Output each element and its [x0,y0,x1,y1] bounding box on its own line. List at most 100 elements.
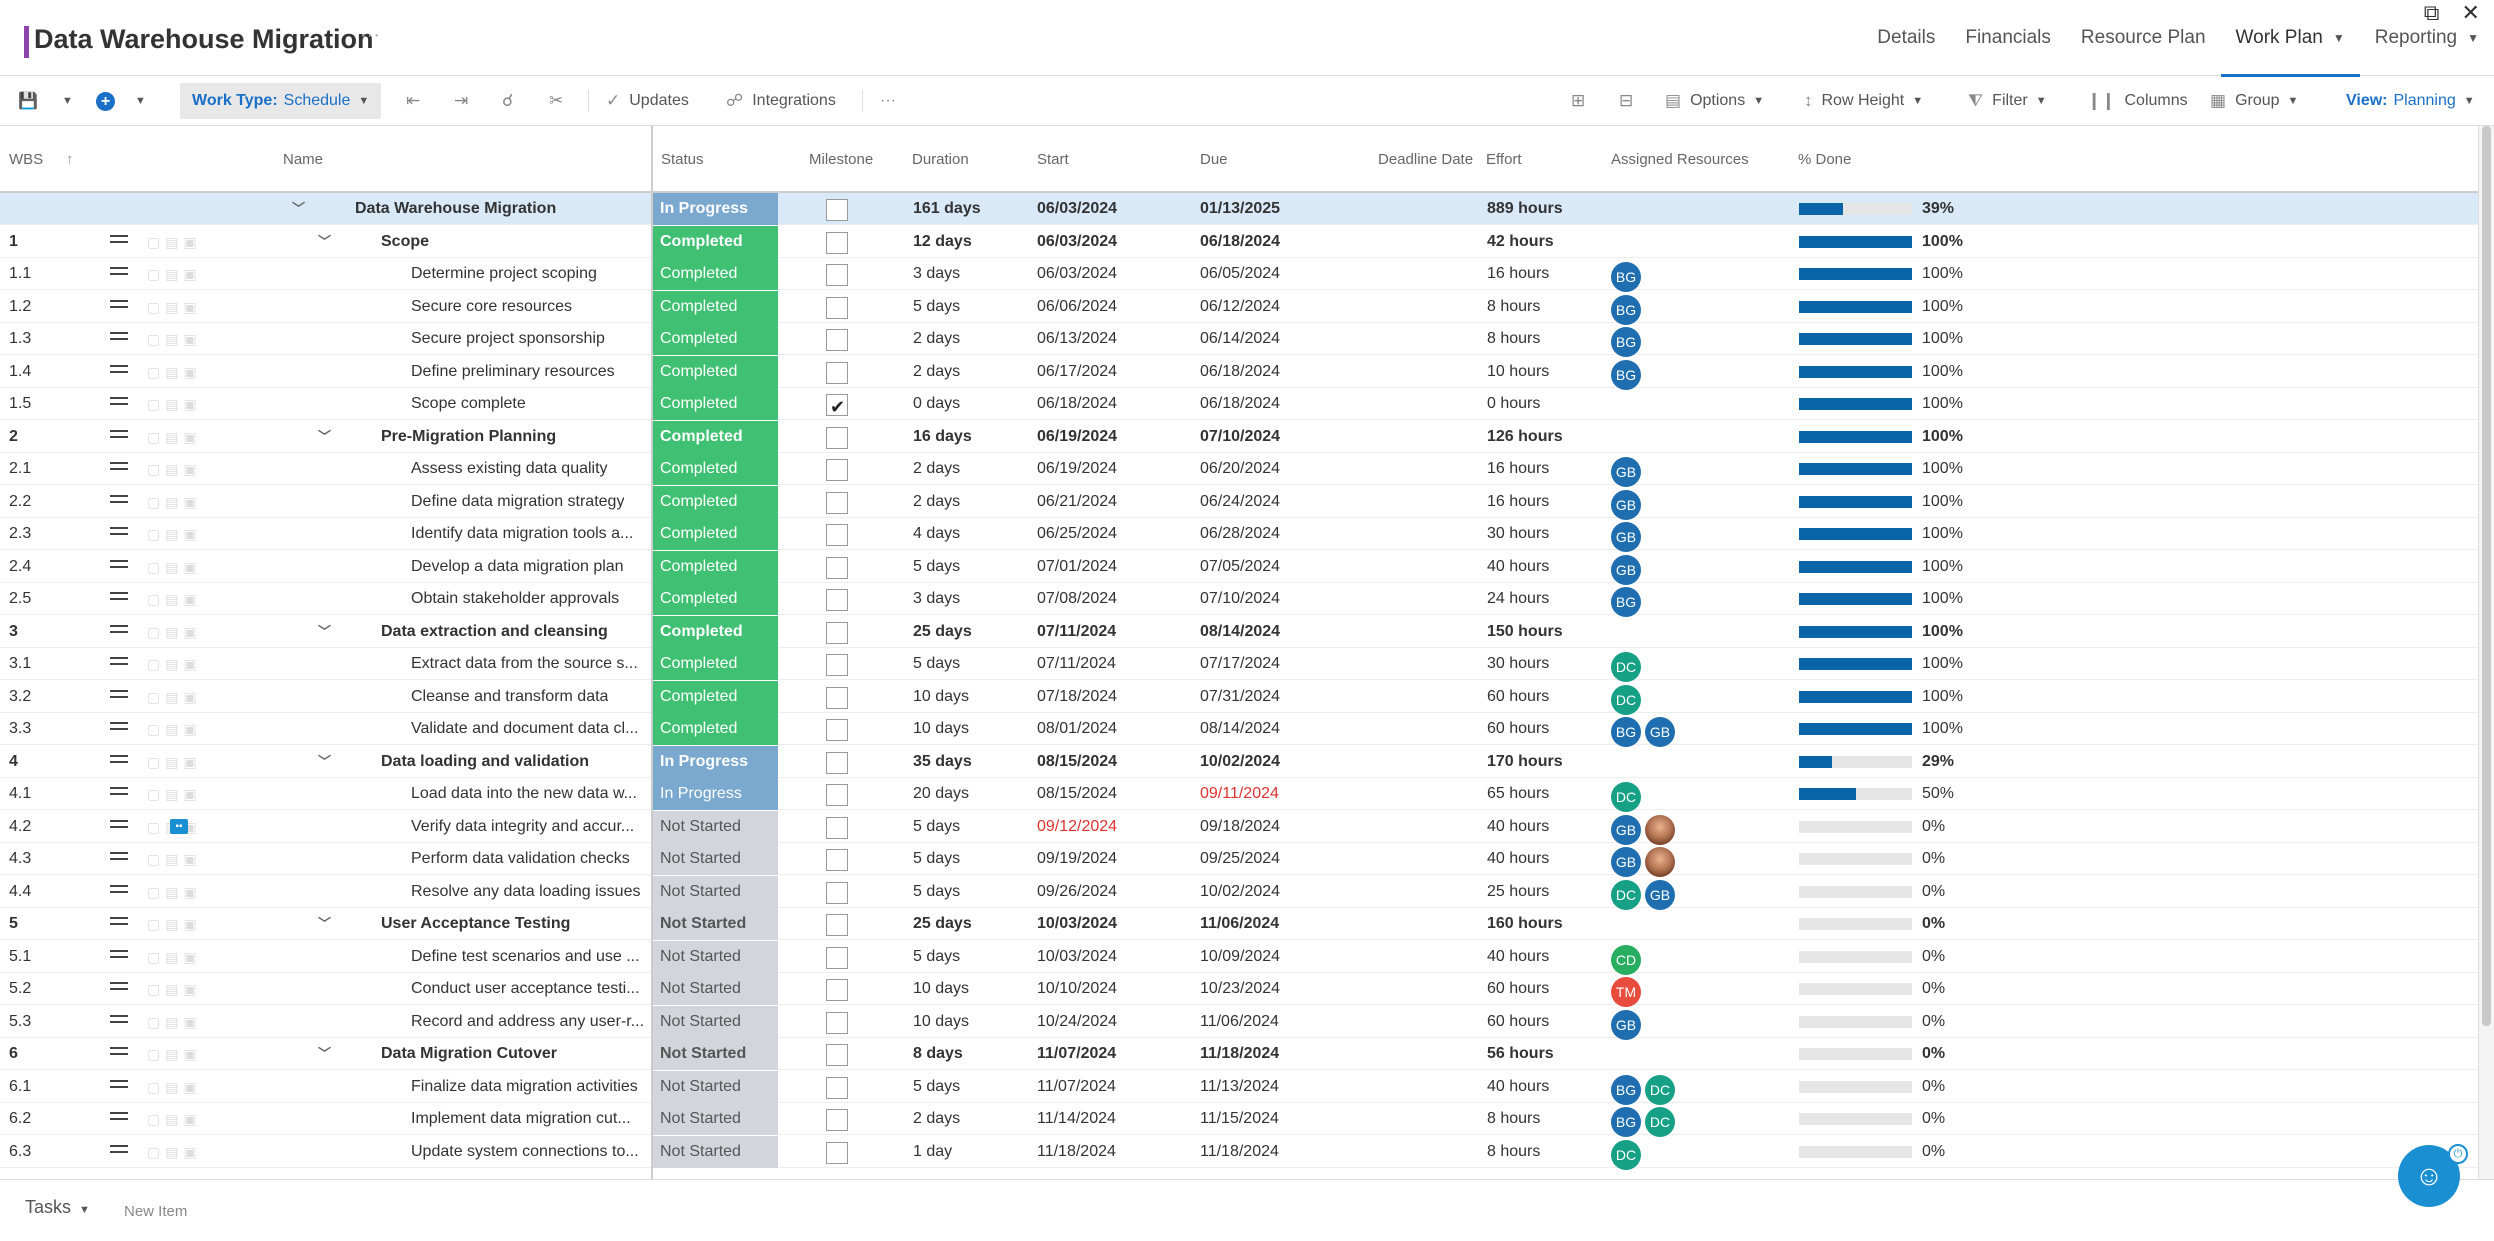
row-action-icons[interactable]: ▢▤▣ [147,883,202,900]
collapse-chevron-icon[interactable]: ﹀ [318,753,332,769]
col-header-name[interactable]: Name [283,151,324,168]
row-action-icons[interactable]: ▢▤▣ [147,1143,202,1160]
start-date-cell[interactable]: 06/18/2024 [1037,395,1118,412]
status-cell[interactable]: Not Started [652,1005,778,1038]
collapse-chevron-icon[interactable]: ﹀ [318,1046,332,1061]
status-cell[interactable]: Not Started [652,810,778,843]
due-date-cell[interactable]: 11/18/2024 [1200,1045,1280,1062]
table-row[interactable]: 2.2 ▢▤▣ Define data migration strategy Comp… [0,485,2478,520]
task-name[interactable]: Secure project sponsorship [411,330,605,347]
status-cell[interactable]: Completed [652,258,778,290]
milestone-checkbox[interactable] [826,719,848,741]
avatar[interactable] [1645,814,1675,845]
effort-cell[interactable]: 8 hours [1487,297,1541,315]
status-cell[interactable]: Not Started [652,875,778,908]
title-more-icon[interactable]: ··· [360,24,380,46]
collapse-chevron-icon[interactable]: ﹀ [318,916,332,931]
start-date-cell[interactable]: 09/12/2024 [1037,817,1118,835]
row-drag-handle-icon[interactable] [110,527,128,541]
duration-cell[interactable]: 10 days [913,720,970,737]
col-header-effort[interactable]: Effort [1486,151,1522,168]
duration-cell[interactable]: 10 days [913,687,970,705]
comment-icon[interactable]: ▪▪ [170,818,188,834]
start-date-cell[interactable]: 10/03/2024 [1037,915,1118,932]
table-row[interactable]: 3.2 ▢▤▣ Cleanse and transform data Complete… [0,680,2478,715]
duration-cell[interactable]: 2 days [913,330,961,347]
row-action-icons[interactable]: ▢▤▣ [147,591,202,607]
start-date-cell[interactable]: 07/11/2024 [1037,622,1117,640]
col-header-due[interactable]: Due [1200,151,1228,168]
row-drag-handle-icon[interactable] [110,364,128,379]
task-name[interactable]: Define preliminary resources [411,362,615,380]
row-drag-handle-icon[interactable] [110,917,128,931]
work-type-dropdown[interactable]: Work Type: Schedule ▼ [180,83,382,119]
start-date-cell[interactable]: 06/19/2024 [1037,427,1118,445]
avatar[interactable]: BG [1611,327,1641,357]
duration-cell[interactable]: 1 day [913,1142,953,1160]
row-action-icons[interactable]: ▢▤▣ [147,266,202,282]
duration-cell[interactable]: 2 days [913,1110,961,1127]
due-date-cell[interactable]: 09/25/2024 [1200,850,1281,867]
row-drag-handle-icon[interactable] [110,267,128,281]
avatar[interactable]: GB [1611,522,1641,552]
row-action-icons[interactable]: ▢▤▣ [147,331,202,347]
row-action-icons[interactable]: ▢▤▣ [147,721,202,737]
row-action-icons[interactable]: ▢▤▣ [147,461,202,477]
row-height-dropdown[interactable]: ↕ Row Height ▼ [1804,76,1923,126]
milestone-checkbox[interactable] [826,296,848,319]
start-date-cell[interactable]: 11/14/2024 [1037,1110,1116,1127]
row-action-icons[interactable]: ▢▤▣ [147,428,202,445]
task-name[interactable]: Record and address any user-r... [411,1012,645,1030]
task-name[interactable]: Update system connections to... [411,1142,639,1160]
due-date-cell[interactable]: 07/17/2024 [1200,655,1281,672]
start-date-cell[interactable]: 06/17/2024 [1037,362,1118,380]
due-date-cell[interactable]: 06/05/2024 [1200,265,1281,282]
collapse-chevron-icon[interactable]: ﹀ [318,233,332,249]
duration-cell[interactable]: 10 days [913,980,970,997]
due-date-cell[interactable]: 07/10/2024 [1200,590,1281,607]
milestone-checkbox[interactable] [826,751,848,774]
view-dropdown[interactable]: View: Planning ▼ [2346,76,2475,126]
task-name[interactable]: Cleanse and transform data [411,687,609,705]
avatar[interactable]: DC [1611,652,1641,682]
avatar[interactable]: CD [1611,944,1641,975]
milestone-checkbox[interactable] [826,556,848,579]
row-drag-handle-icon[interactable] [110,819,128,834]
row-action-icons[interactable]: ▢▤▣ [147,916,202,932]
start-date-cell[interactable]: 06/03/2024 [1037,265,1118,282]
status-cell[interactable]: In Progress [652,745,778,778]
status-cell[interactable]: Not Started [652,940,778,973]
effort-cell[interactable]: 65 hours [1487,785,1550,802]
row-action-icons[interactable]: ▢▤▣ [147,1013,202,1030]
duration-cell[interactable]: 25 days [913,622,972,640]
task-name[interactable]: Resolve any data loading issues [411,882,641,900]
start-date-cell[interactable]: 07/08/2024 [1037,590,1118,607]
table-row[interactable]: 3.1 ▢▤▣ Extract data from the source s... C… [0,648,2478,682]
row-action-icons[interactable]: ▢▤▣ [147,851,202,867]
milestone-checkbox[interactable] [826,686,848,709]
row-action-icons[interactable]: ▢▤▣ [147,1078,202,1095]
task-name[interactable]: Data loading and validation [381,752,590,770]
row-drag-handle-icon[interactable] [110,722,128,736]
start-date-cell[interactable]: 09/26/2024 [1037,882,1118,900]
row-action-icons[interactable]: ▢▤▣ [147,233,202,250]
status-cell[interactable]: Completed [652,323,778,355]
nav-tab-financials[interactable]: Financials [1950,0,2066,76]
duration-cell[interactable]: 4 days [913,525,961,542]
table-row[interactable]: 2.3 ▢▤▣ Identify data migration tools a...… [0,518,2478,552]
start-date-cell[interactable]: 06/06/2024 [1037,297,1118,315]
duration-cell[interactable]: 8 days [913,1045,963,1062]
add-button[interactable]: + [96,76,115,126]
effort-cell[interactable]: 25 hours [1487,882,1550,900]
status-cell[interactable]: In Progress [652,778,778,810]
effort-cell[interactable]: 8 hours [1487,1142,1541,1160]
duration-cell[interactable]: 35 days [913,752,972,770]
due-date-cell[interactable]: 08/14/2024 [1200,622,1281,640]
due-date-cell[interactable]: 10/09/2024 [1200,947,1281,965]
integrations-button[interactable]: ☍ Integrations [726,76,836,126]
due-date-cell[interactable]: 09/11/2024 [1200,785,1279,802]
table-row[interactable]: 3.3 ▢▤▣ Validate and document data cl... Co… [0,713,2478,747]
status-cell[interactable]: Not Started [652,908,778,940]
table-row[interactable]: 2.4 ▢▤▣ Develop a data migration plan Compl… [0,550,2478,585]
effort-cell[interactable]: 10 hours [1487,362,1550,380]
